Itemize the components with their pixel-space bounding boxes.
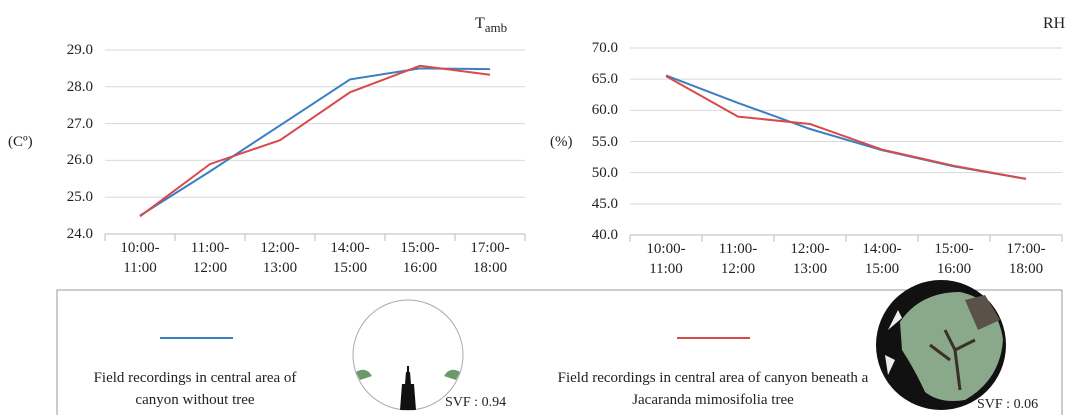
y-tick-label: 55.0: [591, 133, 618, 150]
svf-label: SVF : 0.06: [977, 397, 1039, 412]
y-tick-label: 40.0: [591, 227, 618, 243]
y-axis-label: (Cº): [8, 134, 33, 150]
y-axis-label: (%): [550, 133, 573, 150]
y-tick-label: 50.0: [591, 164, 618, 181]
title-text: T: [475, 15, 485, 32]
y-tick-label: 25.0: [66, 189, 93, 206]
title-subscript: amb: [484, 20, 508, 36]
y-tick-label: 60.0: [591, 102, 618, 119]
x-tick-label: 17:00- 18:00: [1006, 241, 1046, 277]
title-text: RH: [1043, 15, 1066, 32]
x-tick-label: 11:00- 12:00: [190, 240, 230, 276]
x-tick-label: 17:00- 18:00: [470, 240, 510, 276]
fisheye-tree: [876, 280, 1006, 410]
line-series: [139, 64, 491, 218]
legend-label: Field recordings in central area of cany…: [557, 370, 869, 408]
svf-label: SVF : 0.94: [445, 395, 507, 410]
y-tick-label: 27.0: [66, 115, 93, 132]
chart-title: RH: [1043, 14, 1065, 34]
y-tick-label: 65.0: [591, 71, 618, 88]
y-tick-label: 29.0: [66, 42, 93, 58]
y-tick-label: 24.0: [66, 226, 93, 242]
fisheye-open: [352, 299, 464, 411]
line-series: [139, 67, 491, 217]
x-tick-label: 15:00- 16:00: [934, 241, 974, 277]
legend-label: Field recordings in central area of cany…: [93, 370, 297, 408]
x-tick-label: 11:00- 12:00: [718, 241, 758, 277]
x-tick-label: 14:00- 15:00: [862, 241, 902, 277]
chart-title: Tamb: [475, 14, 507, 38]
y-tick-label: 26.0: [66, 152, 93, 169]
x-tick-label: 12:00- 13:00: [790, 241, 830, 277]
legend-box: [56, 289, 1063, 415]
y-tick-label: 28.0: [66, 78, 93, 95]
y-tick-label: 45.0: [591, 195, 618, 212]
x-tick-label: 12:00- 13:00: [260, 240, 300, 276]
y-tick-label: 70.0: [591, 40, 618, 56]
x-tick-label: 10:00- 11:00: [120, 240, 160, 276]
line-series: [665, 75, 1027, 180]
x-tick-label: 15:00- 16:00: [400, 240, 440, 276]
line-series: [665, 74, 1027, 180]
x-tick-label: 14:00- 15:00: [330, 240, 370, 276]
x-tick-label: 10:00- 11:00: [646, 241, 686, 277]
